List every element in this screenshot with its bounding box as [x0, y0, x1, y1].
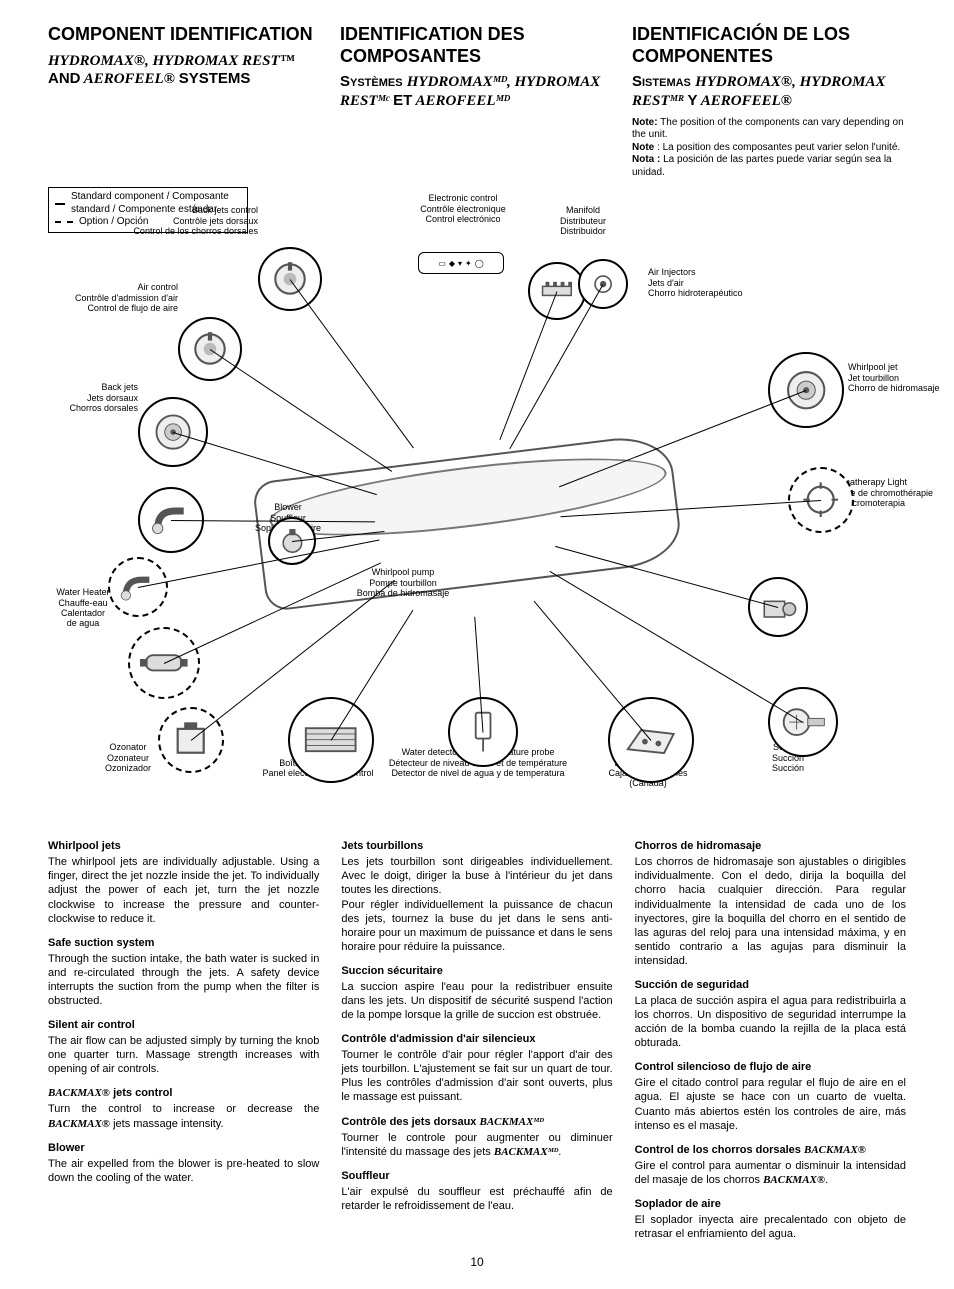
subhead-fr-pre: Systèmes: [340, 73, 407, 90]
subhead-fr-body2: AEROFEELᴹᴰ: [412, 93, 510, 109]
es-s5h: Soplador de aire: [635, 1197, 906, 1211]
es-s2: La placa de succión aspira el agua para …: [635, 994, 906, 1050]
fr-s1h: Jets tourbillons: [341, 839, 612, 853]
text-col-en: Whirlpool jets The whirlpool jets are in…: [48, 829, 319, 1243]
es-s4h-bm: BACKMAX®: [804, 1144, 866, 1156]
es-s4-b: .: [825, 1174, 828, 1186]
heading-fr: IDENTIFICATION DES COMPOSANTES: [340, 24, 614, 67]
label-whirlpool-jet: Whirlpool jet Jet tourbillon Chorro de h…: [848, 362, 954, 393]
en-s4h-bm: BACKMAX®: [48, 1087, 110, 1099]
fr-s3: Tourner le contrôle d'air pour régler l'…: [341, 1048, 612, 1104]
subhead-fr-et: ET: [393, 92, 412, 109]
component-diagram: Standard component / Composante standard…: [48, 187, 906, 817]
en-s3h: Silent air control: [48, 1018, 319, 1032]
fr-s4h: Contrôle des jets dorsaux BACKMAXᴹᴰ: [341, 1115, 612, 1129]
fr-s4-b: .: [558, 1146, 561, 1158]
fr-s2h: Succion sécuritaire: [341, 964, 612, 978]
heading-col-en: COMPONENT IDENTIFICATION HYDROMAX®, HYDR…: [48, 24, 322, 179]
en-s4: Turn the control to increase or decrease…: [48, 1102, 319, 1130]
heading-row: COMPONENT IDENTIFICATION HYDROMAX®, HYDR…: [48, 24, 906, 179]
heading-en: COMPONENT IDENTIFICATION: [48, 24, 322, 46]
en-s5h: Blower: [48, 1141, 319, 1155]
subhead-en-and: AND: [48, 70, 81, 87]
en-s3: The air flow can be adjusted simply by t…: [48, 1034, 319, 1076]
en-s1h: Whirlpool jets: [48, 839, 319, 853]
es-s3h: Control silencioso de flujo de aire: [635, 1060, 906, 1074]
es-s5: El soplador inyecta aire precalentado co…: [635, 1213, 906, 1241]
note-es-b: Nota :: [632, 154, 660, 165]
en-s4-b: jets massage intensity.: [110, 1118, 224, 1130]
fr-s4-a: Tourner le controle pour augmenter ou di…: [341, 1132, 612, 1158]
en-s4-bm: BACKMAX®: [48, 1118, 110, 1130]
en-s2: Through the suction intake, the bath wat…: [48, 952, 319, 1008]
legend-dash-swatch: [55, 221, 73, 223]
fr-s4h-bm: BACKMAXᴹᴰ: [479, 1116, 543, 1128]
note-fr-b: Note: [632, 142, 654, 153]
text-col-fr: Jets tourbillons Les jets tourbillon son…: [341, 829, 612, 1243]
es-s3: Gire el citado control para regular el f…: [635, 1076, 906, 1132]
es-s2h: Succión de seguridad: [635, 978, 906, 992]
subhead-es-body2: AEROFEEL®: [698, 93, 792, 109]
es-s4h-a: Control de los chorros dorsales: [635, 1144, 804, 1156]
page-number: 10: [48, 1255, 906, 1269]
ctrl-glyph: ▭: [438, 259, 446, 268]
es-s4: Gire el control para aumentar o disminui…: [635, 1159, 906, 1187]
label-air-control: Air control Contrôle d'admission d'air C…: [43, 282, 178, 313]
fr-s5: L'air expulsé du souffleur est préchauff…: [341, 1185, 612, 1213]
fr-s2: La succion aspire l'eau pour la redistri…: [341, 980, 612, 1022]
es-s1: Los chorros de hidromasaje son ajustable…: [635, 855, 906, 968]
notes-block: Note: The position of the components can…: [632, 117, 906, 180]
subhead-en-systems: SYSTEMS: [179, 70, 251, 87]
en-s2h: Safe suction system: [48, 936, 319, 950]
note-en-b: Note:: [632, 117, 658, 128]
en-s4-a: Turn the control to increase or decrease…: [48, 1103, 319, 1115]
fr-s4-bm: BACKMAXᴹᴰ: [494, 1146, 558, 1158]
ctrl-glyph: ✦: [465, 259, 472, 268]
note-fr-t: : La position des composantes peut varie…: [654, 142, 900, 153]
subhead-es-pre: Sistemas: [632, 73, 695, 90]
label-electronic-control: Electronic control Contrôle électronique…: [398, 193, 528, 224]
en-s4h-post: jets control: [110, 1087, 172, 1099]
es-s1h: Chorros de hidromasaje: [635, 839, 906, 853]
fr-s4h-a: Contrôle des jets dorsaux: [341, 1116, 479, 1128]
heading-es: IDENTIFICACIÓN DE LOS COMPONENTES: [632, 24, 906, 67]
text-col-es: Chorros de hidromasaje Los chorros de hi…: [635, 829, 906, 1243]
subhead-en: HYDROMAX®, HYDROMAX REST™ AND AEROFEEL® …: [48, 52, 322, 90]
label-air-injectors: Air Injectors Jets d'air Chorro hidroter…: [648, 267, 778, 298]
note-en-t: The position of the components can vary …: [632, 117, 904, 141]
label-back-jets: Back jets Jets dorsaux Chorros dorsales: [38, 382, 138, 413]
ctrl-glyph: ◆: [449, 259, 455, 268]
en-s4h: BACKMAX® jets control: [48, 1086, 319, 1100]
es-s4-bm: BACKMAX®: [763, 1174, 825, 1186]
subhead-en-body2: AEROFEEL®: [81, 71, 179, 87]
subhead-fr: Systèmes HYDROMAXᴹᴰ, HYDROMAX RESTᴹᶜ ET …: [340, 73, 614, 111]
heading-col-fr: IDENTIFICATION DES COMPOSANTES Systèmes …: [340, 24, 614, 179]
es-s4h: Control de los chorros dorsales BACKMAX®: [635, 1143, 906, 1157]
description-columns: Whirlpool jets The whirlpool jets are in…: [48, 829, 906, 1243]
subhead-es: Sistemas HYDROMAX®, HYDROMAX RESTᴹᴿ Y AE…: [632, 73, 906, 111]
legend-solid-swatch: [55, 203, 65, 205]
note-es-t: La posición de las partes puede variar s…: [632, 154, 892, 178]
label-manifold: Manifold Distributeur Distribuidor: [543, 205, 623, 236]
en-s5: The air expelled from the blower is pre-…: [48, 1157, 319, 1185]
en-s1: The whirlpool jets are individually adju…: [48, 855, 319, 925]
fr-s3h: Contrôle d'admission d'air silencieux: [341, 1032, 612, 1046]
subhead-es-y: Y: [688, 92, 698, 109]
label-ozonator: Ozonator Ozonateur Ozonizador: [88, 742, 168, 773]
ctrl-glyph: ▾: [458, 259, 462, 268]
heading-col-es: IDENTIFICACIÓN DE LOS COMPONENTES Sistem…: [632, 24, 906, 179]
ctrl-glyph: ◯: [475, 259, 484, 268]
leader-ebox: [331, 610, 414, 741]
label-back-jets-control: Back jets control Contrôle jets dorsaux …: [103, 205, 258, 236]
subhead-en-body: HYDROMAX®, HYDROMAX REST™: [48, 53, 295, 69]
fr-s5h: Souffleur: [341, 1169, 612, 1183]
fr-s1: Les jets tourbillon sont dirigeables ind…: [341, 855, 612, 954]
electronic-control-icon: ▭ ◆ ▾ ✦ ◯: [418, 252, 504, 274]
fr-s4: Tourner le controle pour augmenter ou di…: [341, 1131, 612, 1159]
